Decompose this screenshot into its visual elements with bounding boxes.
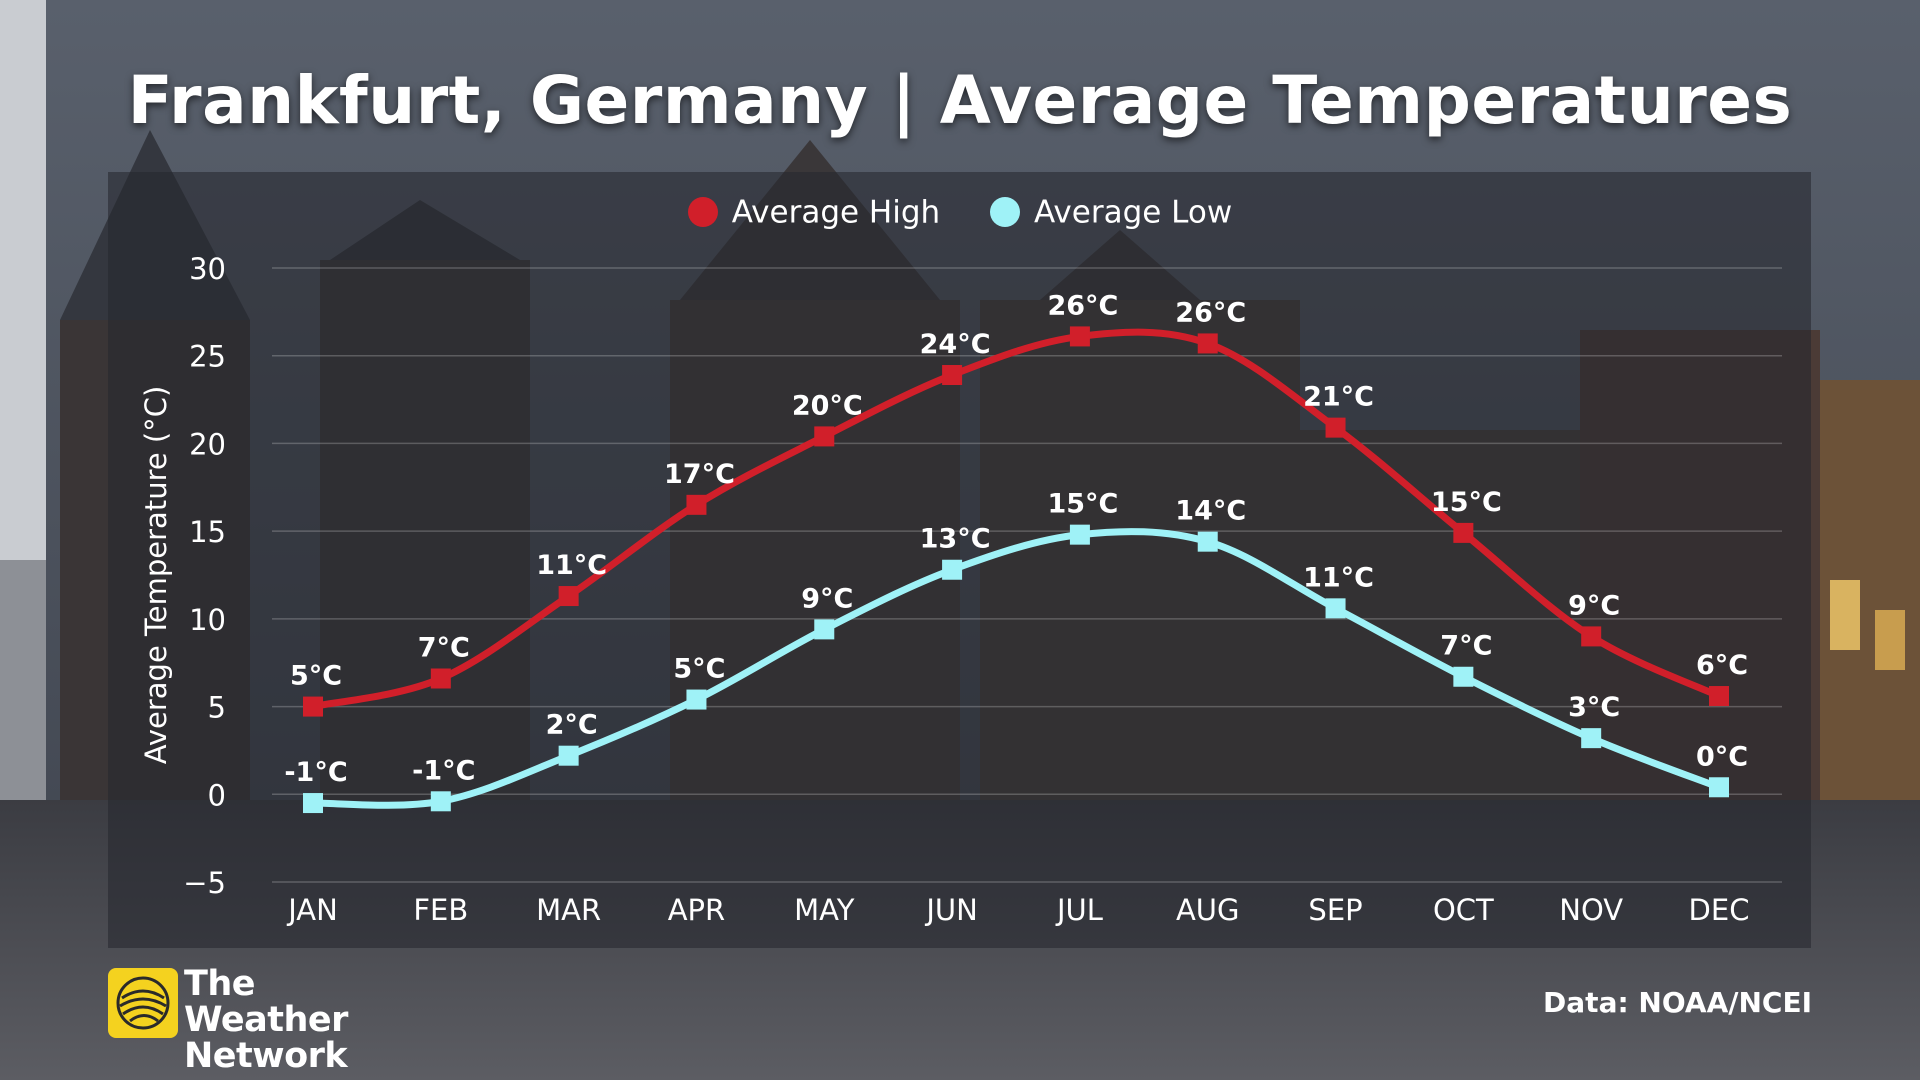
data-label-high: 17°C — [664, 459, 735, 490]
data-point-low — [686, 689, 707, 710]
legend-item-high: Average High — [687, 193, 941, 231]
data-point-high — [942, 365, 963, 386]
y-tick-label: 5 — [208, 691, 226, 725]
data-point-high — [1581, 626, 1602, 647]
data-point-high — [303, 696, 323, 717]
x-tick-label: AUG — [1176, 893, 1240, 927]
x-tick-label: NOV — [1559, 893, 1623, 927]
data-label-low: 14°C — [1175, 496, 1246, 527]
x-tick-label: DEC — [1689, 893, 1750, 927]
data-point-low — [814, 619, 835, 640]
y-tick-label: 30 — [189, 252, 226, 286]
y-tick-label: 15 — [189, 515, 226, 549]
y-axis-label: Average Temperature (°C) — [139, 386, 173, 765]
x-tick-label: JAN — [286, 893, 338, 927]
x-tick-label: OCT — [1433, 893, 1494, 927]
data-point-high — [1197, 333, 1218, 354]
legend-label-high: Average High — [731, 194, 941, 231]
legend: Average High Average Low — [0, 192, 1920, 230]
data-label-high: 6°C — [1696, 650, 1748, 681]
data-point-high — [686, 494, 707, 515]
legend-swatch-low — [990, 197, 1021, 228]
x-tick-label: JUN — [924, 893, 977, 927]
data-label-high: 9°C — [1568, 590, 1620, 621]
x-tick-label: MAY — [794, 893, 855, 927]
data-label-high: 24°C — [920, 329, 991, 360]
logo-line-2: Network — [184, 1036, 348, 1076]
logo-globe-icon — [108, 968, 178, 1038]
data-label-high: 11°C — [536, 550, 607, 581]
x-tick-label: JUL — [1055, 893, 1103, 927]
data-label-low: 5°C — [673, 654, 725, 685]
data-label-low: -1°C — [412, 755, 475, 786]
data-label-low: 15°C — [1047, 489, 1118, 520]
x-tick-label: MAR — [536, 893, 601, 927]
y-tick-label: 25 — [189, 340, 226, 374]
data-point-high — [1069, 326, 1090, 347]
data-point-high — [1453, 522, 1474, 543]
data-point-high — [1325, 417, 1346, 438]
data-label-high: 15°C — [1431, 487, 1502, 518]
data-label-low: 7°C — [1440, 631, 1492, 662]
y-tick-label: 10 — [189, 603, 226, 637]
data-point-low — [1453, 666, 1474, 687]
data-point-high — [430, 668, 451, 689]
data-label-low: 9°C — [801, 583, 853, 614]
data-point-high — [1709, 686, 1729, 707]
data-point-low — [1197, 531, 1218, 552]
legend-item-low: Average Low — [990, 193, 1233, 231]
data-point-low — [430, 791, 451, 812]
logo-line-1: The Weather — [184, 964, 348, 1040]
chart-title: Frankfurt, Germany | Average Temperature… — [127, 62, 1793, 139]
data-point-low — [942, 559, 963, 580]
x-tick-label: SEP — [1308, 893, 1362, 927]
data-label-low: 11°C — [1303, 562, 1374, 593]
data-point-low — [1325, 598, 1346, 619]
data-point-low — [1709, 777, 1729, 798]
data-label-low: 3°C — [1568, 692, 1620, 723]
x-tick-label: FEB — [413, 893, 468, 927]
data-source-label: Data: NOAA/NCEI — [1543, 986, 1812, 1019]
legend-label-low: Average Low — [1034, 194, 1233, 231]
data-label-low: 2°C — [546, 710, 598, 741]
data-label-high: 7°C — [418, 633, 470, 664]
y-tick-label: 0 — [208, 778, 226, 812]
data-label-high: 26°C — [1047, 290, 1118, 321]
x-tick-label: APR — [668, 893, 725, 927]
data-label-high: 21°C — [1303, 382, 1374, 413]
series-line-high — [309, 328, 1723, 711]
data-point-low — [1581, 728, 1602, 749]
data-point-high — [814, 426, 835, 447]
data-point-low — [558, 745, 579, 766]
data-label-high: 5°C — [290, 661, 342, 692]
legend-swatch-high — [687, 197, 718, 228]
data-point-low — [1069, 524, 1090, 545]
data-label-low: -1°C — [284, 757, 347, 788]
weather-network-logo: The Weather Network — [108, 966, 428, 1074]
logo-text: The Weather Network — [184, 966, 428, 1074]
y-tick-label: −5 — [183, 866, 226, 900]
data-point-low — [303, 793, 323, 814]
y-tick-label: 20 — [189, 427, 226, 461]
data-label-high: 20°C — [792, 390, 863, 421]
data-label-high: 26°C — [1175, 297, 1246, 328]
data-label-low: 13°C — [920, 524, 991, 555]
data-point-high — [558, 586, 579, 607]
data-label-low: 0°C — [1696, 741, 1748, 772]
